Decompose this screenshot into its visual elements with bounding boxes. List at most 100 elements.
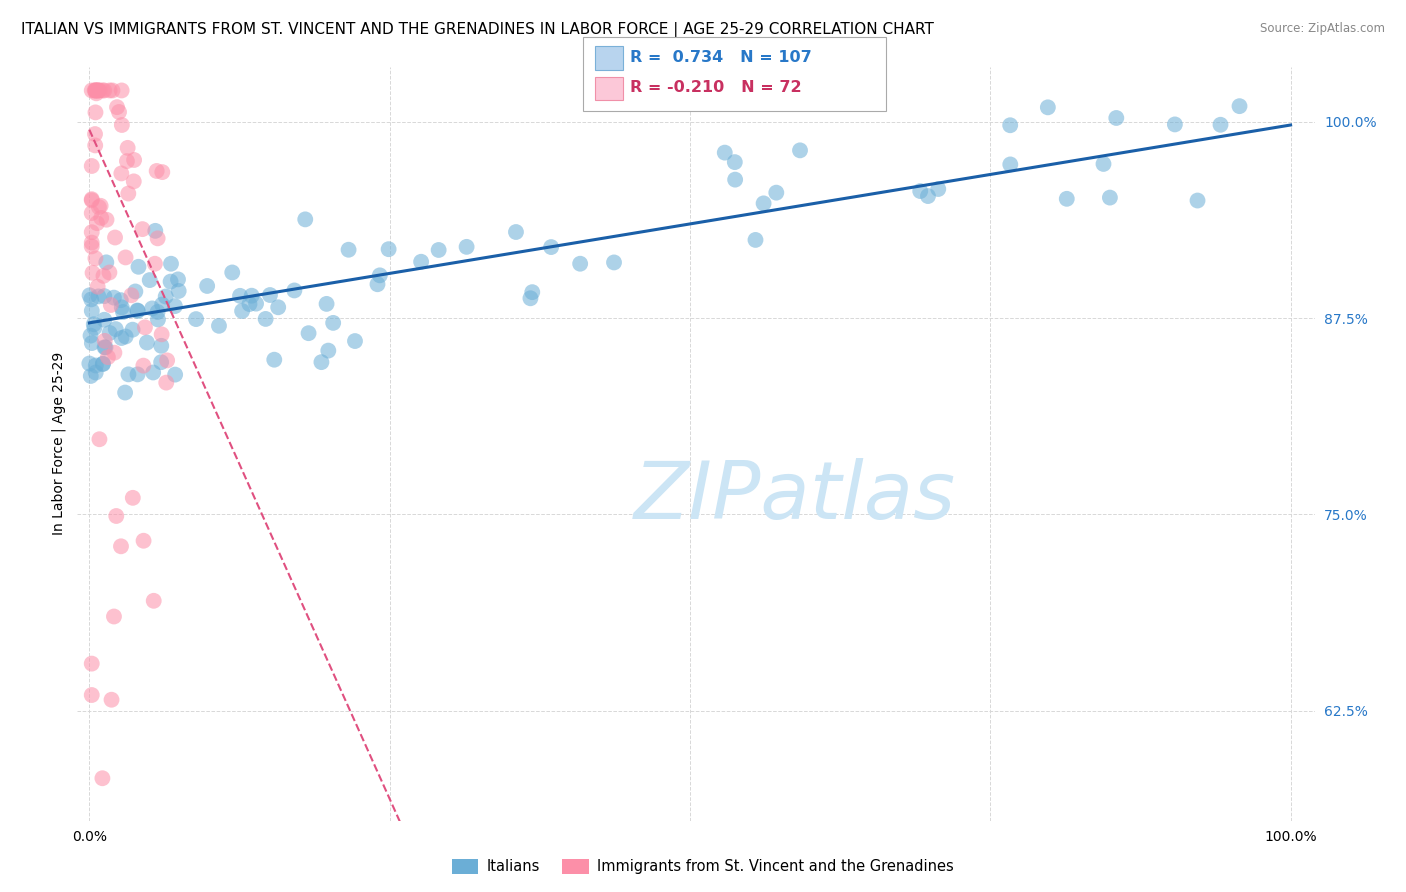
- Point: [221, 265, 243, 279]
- Point: [84, 138, 107, 153]
- Point: [1036, 100, 1059, 114]
- Point: [80, 293, 103, 307]
- Point: [80, 239, 103, 253]
- Point: [89, 432, 111, 446]
- Text: ZIPatlas: ZIPatlas: [634, 458, 956, 535]
- Point: [724, 155, 747, 169]
- Point: [80, 303, 103, 318]
- Point: [87, 83, 110, 97]
- Point: [90, 211, 112, 225]
- Point: [86, 216, 108, 230]
- Point: [343, 334, 366, 348]
- Point: [366, 277, 388, 292]
- Point: [111, 83, 134, 97]
- Point: [752, 196, 775, 211]
- Point: [86, 87, 108, 101]
- Point: [127, 303, 149, 318]
- Point: [114, 251, 136, 265]
- Point: [318, 343, 340, 358]
- Point: [263, 352, 285, 367]
- Point: [1164, 117, 1187, 131]
- Point: [79, 328, 101, 343]
- Point: [368, 268, 391, 283]
- Point: [127, 368, 149, 382]
- Point: [132, 533, 155, 548]
- Point: [150, 355, 173, 369]
- Point: [79, 288, 101, 302]
- Point: [122, 174, 145, 188]
- Point: [1000, 157, 1022, 171]
- Point: [456, 240, 478, 254]
- Point: [84, 127, 107, 141]
- Point: [283, 284, 305, 298]
- Point: [114, 329, 136, 343]
- Point: [91, 357, 114, 371]
- Point: [96, 212, 118, 227]
- Point: [111, 301, 134, 315]
- Point: [713, 145, 735, 160]
- Point: [155, 376, 177, 390]
- Point: [765, 186, 787, 200]
- Point: [115, 154, 138, 169]
- Point: [150, 165, 173, 179]
- Point: [724, 172, 747, 186]
- Point: [231, 304, 253, 318]
- Point: [105, 508, 128, 523]
- Point: [1187, 194, 1209, 208]
- Point: [134, 320, 156, 334]
- Point: [160, 257, 183, 271]
- Point: [150, 339, 173, 353]
- Point: [80, 225, 103, 239]
- Point: [1098, 191, 1121, 205]
- Point: [122, 153, 145, 167]
- Point: [91, 83, 114, 97]
- Point: [117, 141, 139, 155]
- Point: [505, 225, 527, 239]
- Point: [103, 291, 125, 305]
- Text: R =  0.734   N = 107: R = 0.734 N = 107: [630, 50, 811, 64]
- Point: [744, 233, 766, 247]
- Point: [315, 297, 337, 311]
- Point: [294, 212, 316, 227]
- Point: [80, 368, 103, 383]
- Point: [103, 345, 125, 359]
- Point: [80, 194, 103, 208]
- Point: [195, 279, 218, 293]
- Point: [124, 285, 146, 299]
- Point: [79, 357, 101, 371]
- Point: [240, 289, 263, 303]
- Point: [110, 539, 132, 553]
- Point: [1209, 118, 1232, 132]
- Point: [80, 206, 103, 220]
- Point: [267, 300, 290, 314]
- Point: [83, 318, 105, 332]
- Point: [112, 305, 135, 319]
- Point: [569, 257, 592, 271]
- Point: [229, 289, 252, 303]
- Point: [117, 368, 139, 382]
- Point: [110, 331, 132, 345]
- Point: [83, 320, 105, 334]
- Point: [80, 336, 103, 351]
- Point: [83, 83, 105, 97]
- Point: [98, 265, 121, 279]
- Point: [110, 293, 132, 307]
- Point: [80, 159, 103, 173]
- Point: [238, 297, 260, 311]
- Point: [127, 303, 149, 318]
- Point: [87, 289, 110, 303]
- Point: [101, 83, 124, 97]
- Point: [82, 266, 104, 280]
- Point: [519, 291, 541, 305]
- Point: [155, 289, 177, 303]
- Point: [110, 166, 132, 180]
- Point: [311, 355, 333, 369]
- Point: [142, 366, 165, 380]
- Point: [245, 296, 267, 310]
- Point: [91, 771, 114, 785]
- Point: [96, 255, 118, 269]
- Point: [603, 255, 626, 269]
- Point: [93, 83, 115, 97]
- Point: [89, 83, 111, 97]
- Point: [146, 305, 169, 319]
